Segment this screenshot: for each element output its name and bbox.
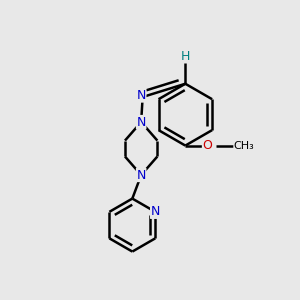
Text: N: N <box>151 205 160 218</box>
Text: N: N <box>136 89 146 102</box>
Text: CH₃: CH₃ <box>234 141 255 151</box>
Text: N: N <box>136 116 146 128</box>
Text: H: H <box>181 50 190 63</box>
Text: O: O <box>202 139 212 152</box>
Text: N: N <box>136 169 146 182</box>
